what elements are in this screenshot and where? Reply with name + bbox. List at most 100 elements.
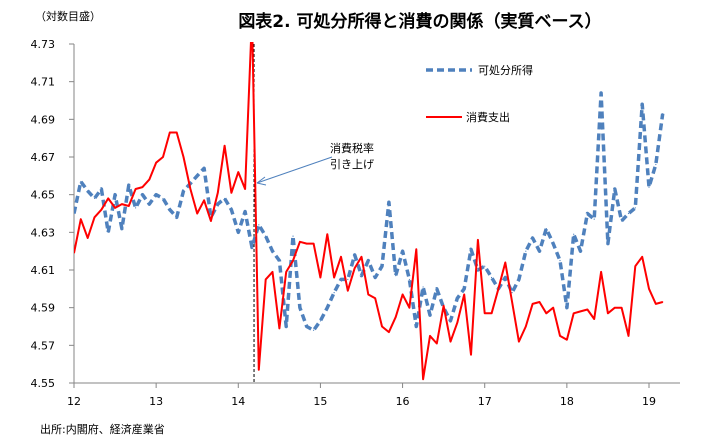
data-point-income <box>566 307 568 309</box>
data-point-income <box>347 278 349 281</box>
data-point-consumption <box>319 276 322 279</box>
data-point-consumption <box>449 340 452 343</box>
data-point-income <box>374 276 376 279</box>
data-point-consumption <box>408 307 411 309</box>
legend-label-consumption: 消費支出 <box>466 110 510 124</box>
data-point-consumption <box>203 199 205 201</box>
data-point-income <box>251 246 253 248</box>
data-point-income <box>545 227 547 230</box>
data-point-income <box>128 184 130 186</box>
data-point-income <box>114 194 116 196</box>
data-point-income <box>600 92 602 94</box>
data-point-consumption <box>552 307 554 309</box>
data-point-income <box>490 276 493 279</box>
y-axis-label: （対数目盛） <box>35 9 101 23</box>
data-point-consumption <box>484 312 486 314</box>
data-point-income <box>217 203 219 205</box>
data-point-consumption <box>74 252 75 254</box>
data-point-income <box>148 203 150 205</box>
data-point-consumption <box>600 271 602 273</box>
data-point-consumption <box>525 325 527 328</box>
data-point-consumption <box>93 216 96 218</box>
data-point-consumption <box>306 243 308 245</box>
data-point-consumption <box>333 276 335 279</box>
data-point-consumption <box>395 316 397 318</box>
data-point-income <box>525 250 527 252</box>
data-point-income <box>559 259 561 262</box>
data-point-income <box>367 259 369 262</box>
x-tick-label: 12 <box>67 395 81 408</box>
data-point-income <box>203 167 205 169</box>
data-point-income <box>354 254 356 256</box>
data-point-consumption <box>148 179 150 181</box>
data-point-consumption <box>607 312 609 314</box>
data-point-income <box>401 250 404 252</box>
data-point-income <box>641 103 643 105</box>
data-point-consumption <box>381 325 383 328</box>
data-point-income <box>621 220 623 222</box>
x-tick-label: 16 <box>396 395 410 408</box>
data-point-consumption <box>456 322 458 324</box>
annotation-text-1: 消費税率 <box>330 141 374 155</box>
data-point-consumption <box>128 205 130 207</box>
data-point-income <box>538 250 541 252</box>
data-point-consumption <box>114 207 116 209</box>
data-point-income <box>237 231 239 233</box>
data-point-consumption <box>299 241 301 243</box>
data-point-consumption <box>87 237 89 239</box>
data-point-income <box>121 227 123 230</box>
data-point-income <box>169 209 171 211</box>
data-point-income <box>504 276 506 279</box>
data-point-consumption <box>614 307 616 309</box>
data-point-consumption <box>230 192 233 194</box>
data-point-income <box>381 265 383 267</box>
data-point-consumption <box>490 312 493 314</box>
y-tick-label: 4.55 <box>31 377 56 390</box>
data-point-consumption <box>511 301 513 303</box>
data-point-consumption <box>367 293 369 296</box>
y-tick-label: 4.69 <box>31 113 56 126</box>
data-point-consumption <box>538 301 541 303</box>
data-point-income <box>408 278 411 281</box>
data-point-consumption <box>292 259 294 262</box>
x-tick-label: 15 <box>313 395 327 408</box>
data-point-income <box>573 233 575 235</box>
data-point-consumption <box>504 261 506 264</box>
data-point-income <box>593 218 595 220</box>
data-point-consumption <box>265 278 267 281</box>
data-point-income <box>607 243 609 245</box>
y-tick-label: 4.67 <box>31 151 56 164</box>
data-point-consumption <box>648 288 650 290</box>
data-point-income <box>395 275 397 277</box>
y-tick-label: 4.61 <box>31 264 56 277</box>
data-point-income <box>340 278 342 281</box>
data-point-consumption <box>566 339 568 341</box>
data-point-income <box>162 197 164 200</box>
data-point-consumption <box>401 293 404 296</box>
data-point-income <box>74 212 75 215</box>
annotation-text-2: 引き上げ <box>330 157 374 171</box>
data-point-income <box>586 212 588 215</box>
data-point-consumption <box>121 203 123 205</box>
data-point-income <box>552 243 554 245</box>
data-point-consumption <box>586 308 588 311</box>
data-point-consumption <box>655 303 657 305</box>
data-point-consumption <box>470 354 472 356</box>
data-point-consumption <box>545 312 547 314</box>
data-point-consumption <box>155 162 157 164</box>
data-point-income <box>223 197 226 200</box>
data-point-income <box>265 235 267 237</box>
data-point-income <box>648 186 650 188</box>
data-point-consumption <box>463 293 465 296</box>
data-point-consumption <box>477 239 479 241</box>
data-point-consumption <box>662 301 664 303</box>
data-point-income <box>470 248 472 250</box>
data-point-consumption <box>634 265 636 267</box>
data-point-consumption <box>182 156 185 158</box>
data-point-income <box>484 265 486 267</box>
data-point-consumption <box>627 335 630 337</box>
data-point-income <box>456 297 458 299</box>
data-point-consumption <box>210 220 212 222</box>
y-tick-label: 4.57 <box>31 339 56 352</box>
